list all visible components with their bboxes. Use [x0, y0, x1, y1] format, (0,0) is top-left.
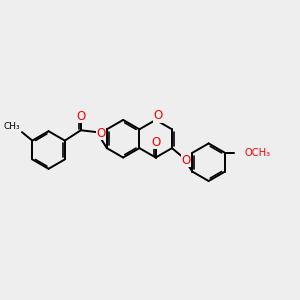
Text: CH₃: CH₃ [3, 122, 20, 131]
Text: OCH₃: OCH₃ [244, 148, 270, 158]
Text: O: O [76, 110, 86, 123]
Text: O: O [96, 127, 106, 140]
Text: O: O [151, 136, 160, 148]
Text: O: O [153, 109, 163, 122]
Text: O: O [182, 154, 191, 167]
